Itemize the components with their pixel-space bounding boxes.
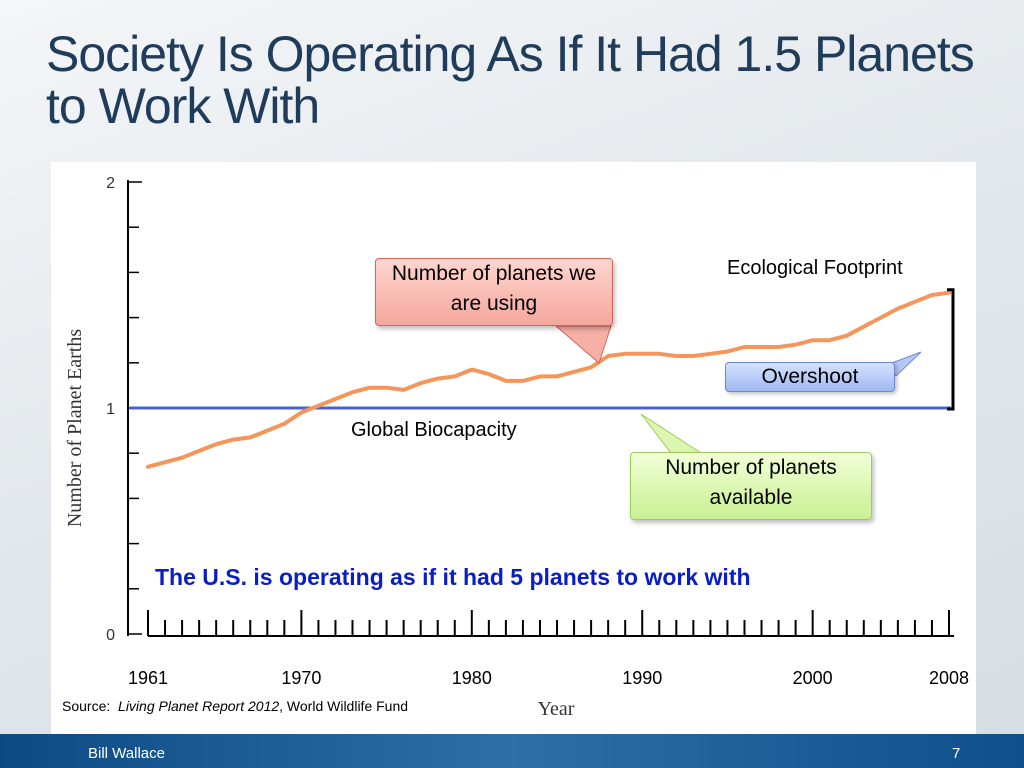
x-tick-label: 2008 [929,668,969,688]
y-tick-label: 1 [106,401,115,418]
series-layer [130,290,951,469]
overshoot-label: Overshoot [725,362,895,392]
overshoot-bracket [947,288,955,411]
source-prefix: Source: [62,698,111,714]
ecological-footprint-chart: 0 1 2 Number of Planet Earths 1961 1970 1980 19… [64,175,969,720]
y-axis-title: Number of Planet Earths [64,329,86,527]
series-line-ecological-footprint [146,290,951,469]
overshoot-bracket-path [947,288,955,411]
x-tick-label: 2000 [793,668,833,688]
footer-bar [0,734,1024,768]
callout-planets-available: Number of planets available [630,452,872,520]
us-note: The U.S. is operating as if it had 5 pla… [155,564,751,590]
source-org: , World Wildlife Fund [279,698,409,714]
ecological-footprint-label: Ecological Footprint [727,257,903,279]
footer-author: Bill Wallace [88,745,165,762]
y-tick-label: 2 [106,175,115,192]
source-title: Living Planet Report 2012 [118,698,280,714]
callout-planets-using: Number of planets we are using [375,258,613,326]
global-biocapacity-label: Global Biocapacity [351,419,517,441]
chart-axes: 0 1 2 Number of Planet Earths 1961 1970 1980 19… [64,175,969,720]
chart-panel: 0 1 2 Number of Planet Earths 1961 1970 1980 19… [51,162,976,734]
slide-title: Society Is Operating As If It Had 1.5 Pl… [46,26,975,134]
page-number: 7 [952,745,961,762]
y-tick-label: 0 [106,627,115,644]
callout-tail-using [554,325,612,364]
callout-tail-available [640,413,703,454]
x-axis-title: Year [538,698,575,720]
x-tick-label: 1980 [452,668,492,688]
x-tick-label: 1970 [281,668,321,688]
x-tick-label: 1961 [128,668,168,688]
source-citation: Source: Living Planet Report 2012, World… [62,698,408,714]
x-tick-label: 1990 [622,668,662,688]
